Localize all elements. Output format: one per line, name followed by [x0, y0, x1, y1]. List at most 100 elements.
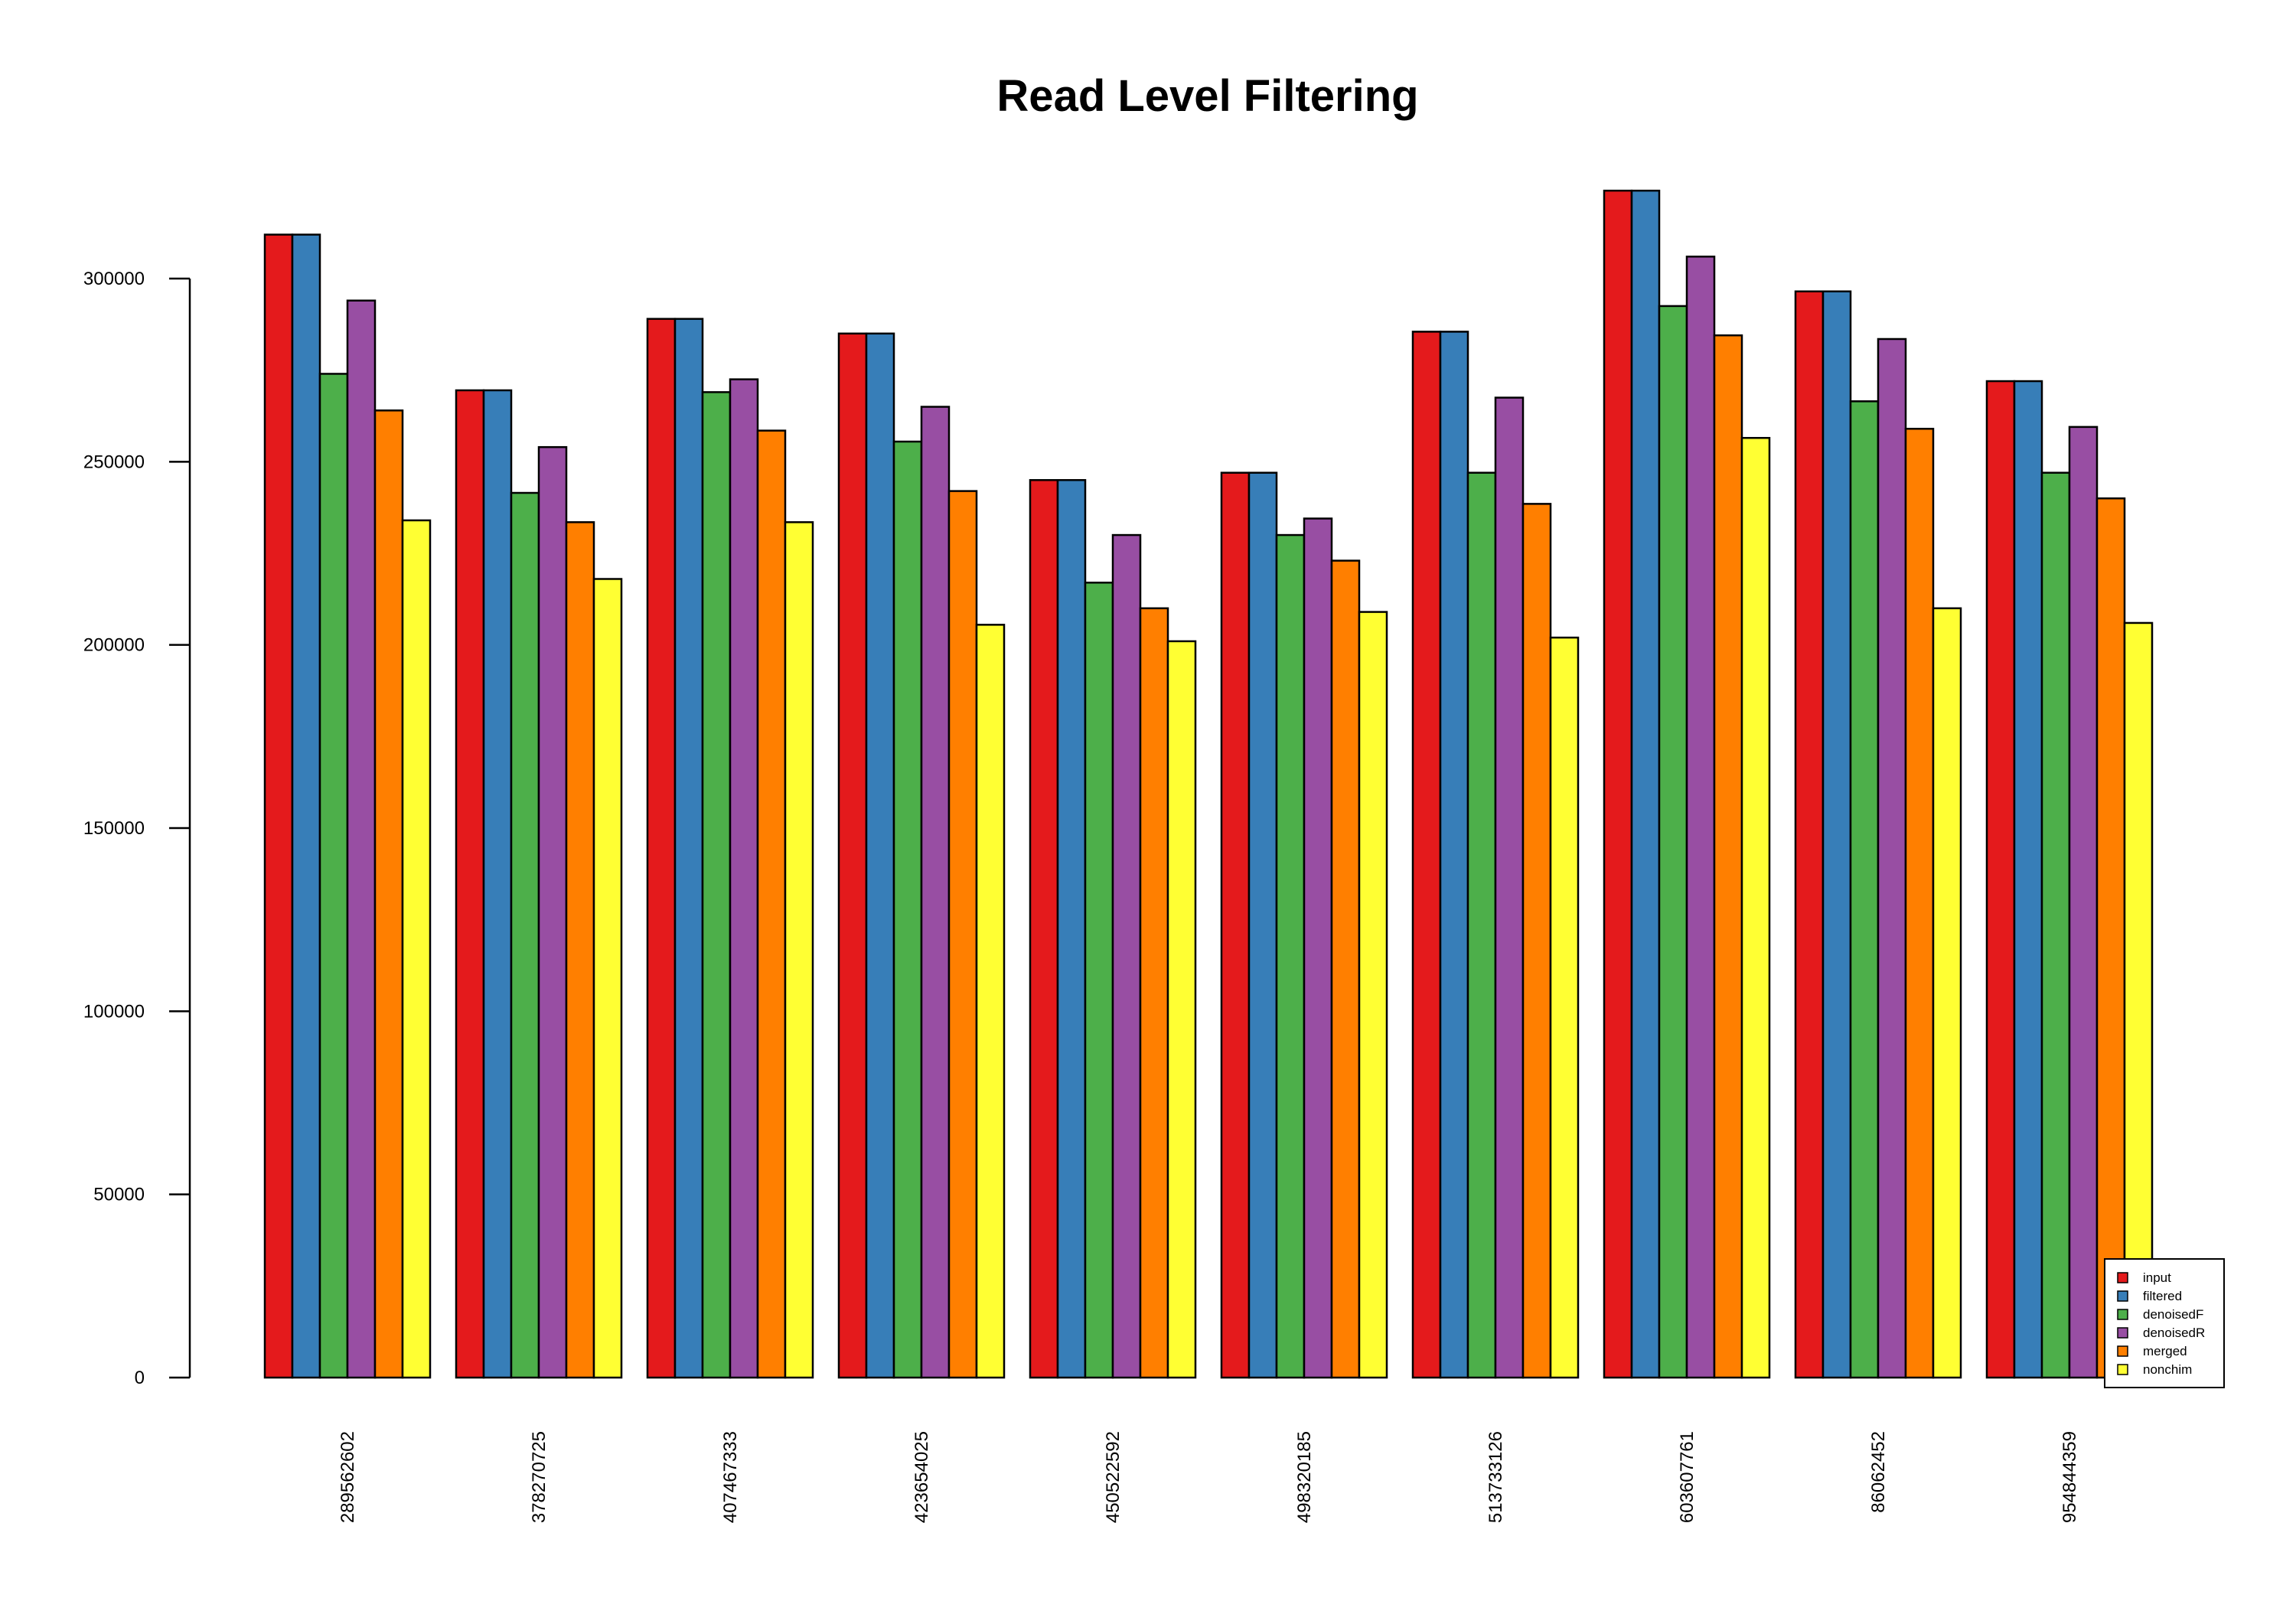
x-tick-label: 954844359 — [2060, 1431, 2080, 1523]
y-axis: 0 50000 100000 150000 200000 250000 300000 — [83, 269, 191, 1388]
y-tick-label: 100000 — [83, 1001, 145, 1022]
bar-nonchim-513733126 — [1549, 636, 1580, 1379]
legend-swatch-denoisedR — [2117, 1327, 2128, 1339]
x-tick-label: 407467333 — [720, 1431, 741, 1523]
bar-filtered-450522592 — [1056, 479, 1087, 1379]
bar-denoisedF-498320185 — [1275, 533, 1306, 1379]
bar-denoisedR-423654025 — [920, 406, 951, 1379]
x-tick-label: 450522592 — [1103, 1431, 1124, 1523]
bar-filtered-407467333 — [673, 318, 704, 1379]
bar-group-378270725 — [455, 389, 623, 1379]
legend-label-denoisedF: denoisedF — [2143, 1307, 2203, 1322]
bar-denoisedF-513733126 — [1466, 471, 1497, 1379]
bar-denoisedR-954844359 — [2068, 426, 2099, 1379]
x-tick-label: 513733126 — [1486, 1431, 1506, 1523]
legend-swatch-filtered — [2117, 1290, 2128, 1302]
legend-label-nonchim: nonchim — [2143, 1362, 2192, 1377]
bar-nonchim-603607761 — [1740, 436, 1771, 1379]
bar-group-603607761 — [1603, 189, 1771, 1379]
legend-swatch-nonchim — [2117, 1364, 2128, 1375]
legend-label-input: input — [2143, 1270, 2171, 1285]
bar-merged-513733126 — [1521, 503, 1552, 1379]
bar-nonchim-498320185 — [1358, 611, 1388, 1379]
bar-group-407467333 — [646, 318, 814, 1379]
bar-input-603607761 — [1603, 189, 1633, 1379]
bar-merged-954844359 — [2095, 497, 2126, 1379]
bar-input-513733126 — [1411, 331, 1442, 1379]
bar-nonchim-954844359 — [2123, 621, 2154, 1379]
bar-nonchim-450522592 — [1166, 640, 1197, 1379]
bar-denoisedR-513733126 — [1494, 396, 1525, 1379]
chart-title: Read Level Filtering — [996, 71, 1418, 121]
bar-group-423654025 — [837, 332, 1006, 1379]
legend-label-filtered: filtered — [2143, 1289, 2182, 1303]
bar-input-954844359 — [1985, 380, 2016, 1379]
bar-input-423654025 — [837, 332, 868, 1379]
bar-denoisedR-603607761 — [1685, 256, 1716, 1379]
bar-nonchim-378270725 — [592, 578, 623, 1379]
y-tick-label: 200000 — [83, 635, 145, 656]
bar-denoisedF-378270725 — [510, 491, 540, 1379]
y-tick-label: 0 — [135, 1368, 145, 1388]
bar-group-86062452 — [1794, 290, 1962, 1379]
y-tick-label: 50000 — [93, 1185, 145, 1205]
x-tick-label: 378270725 — [529, 1431, 550, 1523]
bar-group-289562602 — [263, 233, 432, 1379]
x-tick-label: 498320185 — [1294, 1431, 1315, 1523]
bar-denoisedF-423654025 — [892, 440, 923, 1379]
y-tick-label: 300000 — [83, 269, 145, 289]
bar-denoisedR-450522592 — [1111, 533, 1142, 1379]
bar-nonchim-289562602 — [401, 519, 432, 1379]
bar-input-86062452 — [1794, 290, 1825, 1379]
bar-filtered-498320185 — [1247, 471, 1278, 1379]
bar-group-954844359 — [1985, 380, 2154, 1379]
bar-denoisedR-86062452 — [1877, 338, 1907, 1379]
bar-merged-86062452 — [1904, 428, 1935, 1379]
bar-denoisedF-603607761 — [1658, 305, 1688, 1379]
legend-swatch-denoisedF — [2117, 1309, 2128, 1320]
bar-merged-450522592 — [1139, 607, 1169, 1379]
legend-label-denoisedR: denoisedR — [2143, 1326, 2205, 1340]
bar-filtered-423654025 — [865, 332, 895, 1379]
x-tick-label: 423654025 — [912, 1431, 932, 1523]
y-tick-label: 250000 — [83, 452, 145, 472]
bar-merged-407467333 — [756, 429, 787, 1379]
x-axis-labels: 289562602 378270725 407467333 423654025 4505… — [338, 1431, 2080, 1523]
bars-group — [263, 189, 2154, 1379]
bar-denoisedF-289562602 — [318, 373, 349, 1379]
bar-merged-603607761 — [1713, 334, 1743, 1379]
bar-input-289562602 — [263, 233, 294, 1379]
bar-merged-423654025 — [947, 490, 978, 1379]
x-tick-label: 603607761 — [1677, 1431, 1698, 1523]
bar-denoisedR-378270725 — [537, 445, 568, 1379]
bar-group-450522592 — [1029, 479, 1197, 1379]
bar-input-407467333 — [646, 318, 677, 1379]
bar-filtered-954844359 — [2013, 380, 2043, 1379]
bar-input-378270725 — [455, 389, 485, 1379]
bar-denoisedR-498320185 — [1303, 517, 1333, 1379]
bar-nonchim-86062452 — [1932, 607, 1962, 1379]
x-tick-label: 86062452 — [1868, 1431, 1889, 1513]
legend-swatch-input — [2117, 1272, 2128, 1283]
x-tick-label: 289562602 — [338, 1431, 358, 1523]
bar-denoisedF-954844359 — [2040, 471, 2071, 1379]
bar-group-513733126 — [1411, 331, 1580, 1379]
bar-merged-378270725 — [565, 521, 595, 1379]
bar-input-450522592 — [1029, 479, 1059, 1379]
bar-input-498320185 — [1220, 471, 1251, 1379]
bar-filtered-603607761 — [1630, 189, 1661, 1379]
bar-merged-498320185 — [1330, 559, 1361, 1379]
bar-denoisedF-407467333 — [701, 391, 732, 1379]
legend: input filtered denoisedF denoisedR merged non… — [2104, 1258, 2225, 1388]
bar-merged-289562602 — [373, 409, 404, 1379]
bar-denoisedR-289562602 — [346, 299, 377, 1379]
bar-filtered-378270725 — [482, 389, 513, 1379]
legend-swatch-merged — [2117, 1345, 2128, 1357]
bar-denoisedR-407467333 — [729, 378, 759, 1379]
bar-denoisedF-450522592 — [1084, 582, 1114, 1379]
bar-filtered-86062452 — [1821, 290, 1852, 1379]
bar-filtered-289562602 — [291, 233, 321, 1379]
bar-nonchim-407467333 — [784, 521, 814, 1379]
